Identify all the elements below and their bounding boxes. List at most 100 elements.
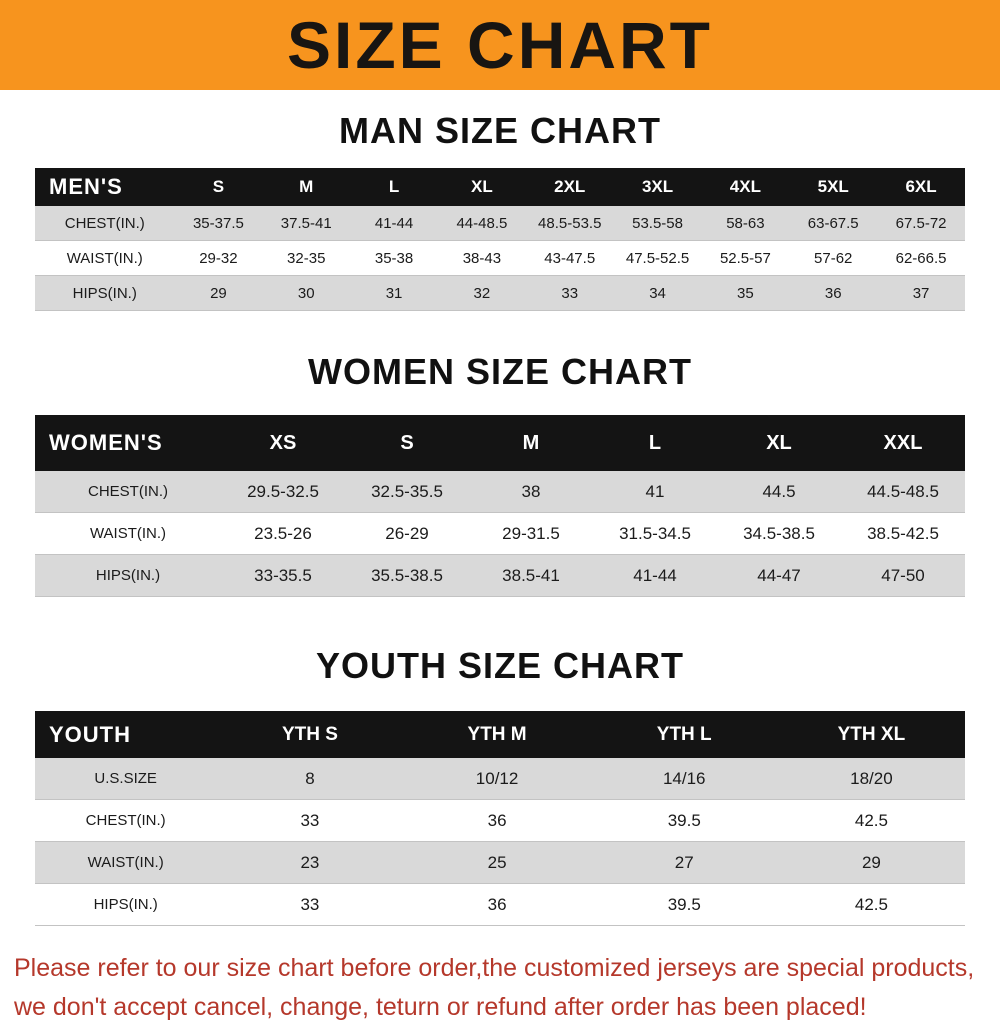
table-title-cell: MEN'S xyxy=(35,168,175,206)
table-cell: 53.5-58 xyxy=(614,206,702,241)
table-cell: 44-48.5 xyxy=(438,206,526,241)
table-cell: 29 xyxy=(175,276,263,311)
table-cell: 35 xyxy=(701,276,789,311)
column-header: 4XL xyxy=(701,168,789,206)
column-header: M xyxy=(262,168,350,206)
column-header: 2XL xyxy=(526,168,614,206)
table-cell: 26-29 xyxy=(345,513,469,555)
table-cell: 43-47.5 xyxy=(526,241,614,276)
table-title-cell: WOMEN'S xyxy=(35,415,221,471)
table-cell: 47-50 xyxy=(841,555,965,597)
table-cell: 33 xyxy=(216,800,403,842)
table-cell: 44-47 xyxy=(717,555,841,597)
row-label: CHEST(IN.) xyxy=(35,471,221,513)
table-cell: 29 xyxy=(778,842,965,884)
column-header: YTH S xyxy=(216,711,403,758)
banner-title: SIZE CHART xyxy=(287,7,713,83)
section-heading: YOUTH SIZE CHART xyxy=(0,645,1000,687)
table-cell: 38.5-41 xyxy=(469,555,593,597)
table-cell: 63-67.5 xyxy=(789,206,877,241)
table-cell: 44.5-48.5 xyxy=(841,471,965,513)
table-cell: 23.5-26 xyxy=(221,513,345,555)
table-cell: 29-32 xyxy=(175,241,263,276)
disclaimer: Please refer to our size chart before or… xyxy=(14,952,986,1023)
table-cell: 33 xyxy=(526,276,614,311)
table-cell: 32-35 xyxy=(262,241,350,276)
column-header: YTH L xyxy=(591,711,778,758)
row-label: CHEST(IN.) xyxy=(35,800,216,842)
row-label: WAIST(IN.) xyxy=(35,241,175,276)
table-cell: 31 xyxy=(350,276,438,311)
table-cell: 39.5 xyxy=(591,884,778,926)
table-cell: 14/16 xyxy=(591,758,778,800)
table-cell: 34.5-38.5 xyxy=(717,513,841,555)
table-cell: 36 xyxy=(789,276,877,311)
table-cell: 29-31.5 xyxy=(469,513,593,555)
table-cell: 35-38 xyxy=(350,241,438,276)
table-cell: 38-43 xyxy=(438,241,526,276)
table-cell: 36 xyxy=(404,800,591,842)
table-cell: 33-35.5 xyxy=(221,555,345,597)
table-cell: 37.5-41 xyxy=(262,206,350,241)
column-header: S xyxy=(175,168,263,206)
column-header: S xyxy=(345,415,469,471)
table-cell: 67.5-72 xyxy=(877,206,965,241)
table-cell: 32 xyxy=(438,276,526,311)
table-cell: 27 xyxy=(591,842,778,884)
table-cell: 52.5-57 xyxy=(701,241,789,276)
table-cell: 23 xyxy=(216,842,403,884)
table-title-cell: YOUTH xyxy=(35,711,216,758)
column-header: L xyxy=(350,168,438,206)
section-heading: WOMEN SIZE CHART xyxy=(0,351,1000,393)
table-cell: 30 xyxy=(262,276,350,311)
column-header: M xyxy=(469,415,593,471)
table-cell: 25 xyxy=(404,842,591,884)
table-cell: 42.5 xyxy=(778,884,965,926)
table-cell: 41-44 xyxy=(350,206,438,241)
table-cell: 31.5-34.5 xyxy=(593,513,717,555)
column-header: XL xyxy=(438,168,526,206)
table-cell: 32.5-35.5 xyxy=(345,471,469,513)
table-cell: 62-66.5 xyxy=(877,241,965,276)
table-cell: 38 xyxy=(469,471,593,513)
column-header: L xyxy=(593,415,717,471)
row-label: HIPS(IN.) xyxy=(35,555,221,597)
table-cell: 10/12 xyxy=(404,758,591,800)
column-header: XXL xyxy=(841,415,965,471)
row-label: HIPS(IN.) xyxy=(35,884,216,926)
table-cell: 33 xyxy=(216,884,403,926)
table-cell: 44.5 xyxy=(717,471,841,513)
column-header: 6XL xyxy=(877,168,965,206)
table-cell: 39.5 xyxy=(591,800,778,842)
column-header: YTH XL xyxy=(778,711,965,758)
column-header: XS xyxy=(221,415,345,471)
table-cell: 37 xyxy=(877,276,965,311)
table-cell: 48.5-53.5 xyxy=(526,206,614,241)
column-header: 5XL xyxy=(789,168,877,206)
table-cell: 36 xyxy=(404,884,591,926)
disclaimer-line-1: Please refer to our size chart before or… xyxy=(14,952,986,985)
column-header: 3XL xyxy=(614,168,702,206)
row-label: WAIST(IN.) xyxy=(35,513,221,555)
table-cell: 35.5-38.5 xyxy=(345,555,469,597)
disclaimer-line-2: we don't accept cancel, change, teturn o… xyxy=(14,991,986,1023)
table-cell: 38.5-42.5 xyxy=(841,513,965,555)
table-cell: 41 xyxy=(593,471,717,513)
table-cell: 42.5 xyxy=(778,800,965,842)
